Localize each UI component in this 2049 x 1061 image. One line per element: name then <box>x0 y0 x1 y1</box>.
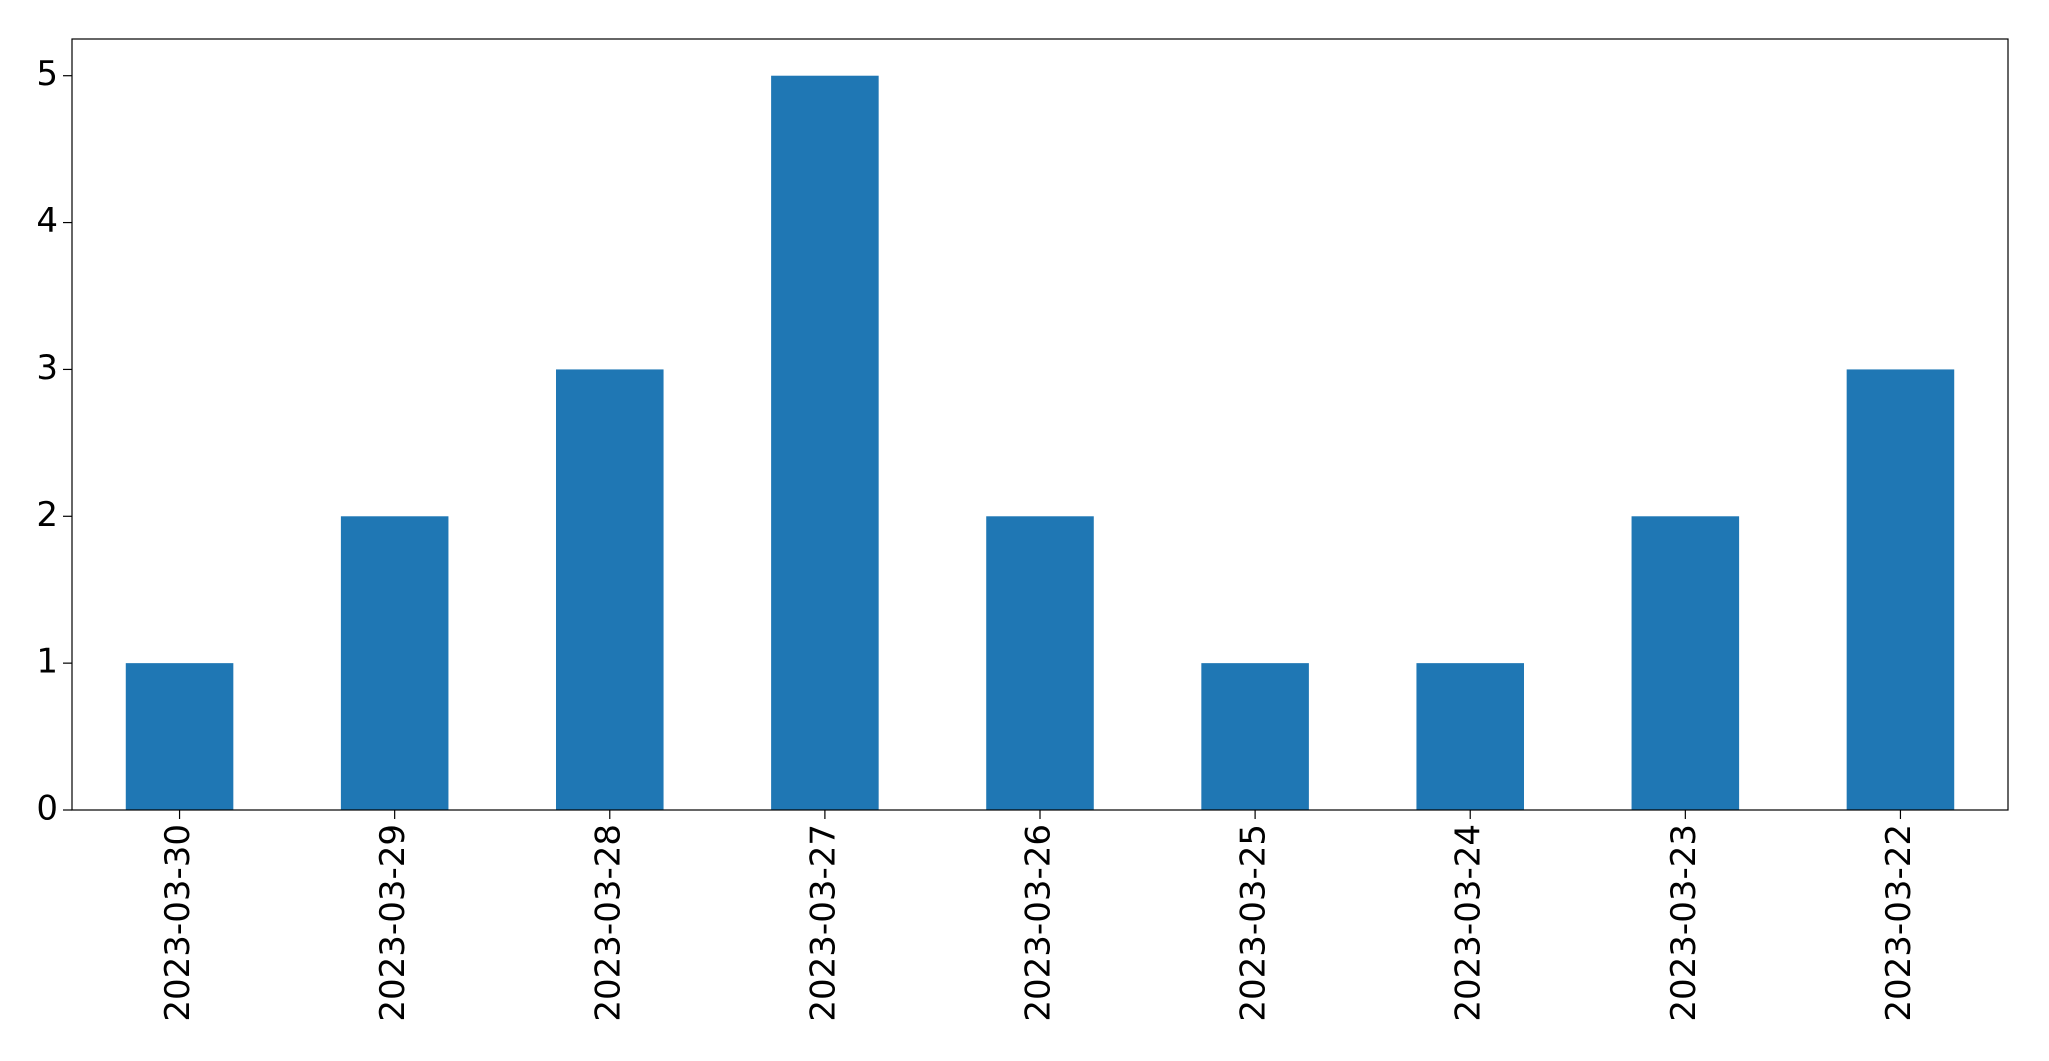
bar <box>125 663 234 810</box>
y-tick-label: 3 <box>36 348 58 388</box>
bar <box>1631 516 1740 810</box>
bar <box>340 516 449 810</box>
bar <box>1201 663 1309 810</box>
bar <box>1846 369 1955 810</box>
x-tick-label: 2023-03-24 <box>1449 824 1489 1022</box>
x-tick-label: 2023-03-30 <box>158 824 198 1022</box>
y-tick-label: 0 <box>36 789 58 829</box>
y-tick-label: 2 <box>36 495 58 535</box>
bar <box>556 369 664 810</box>
x-tick-label: 2023-03-29 <box>373 824 413 1022</box>
x-tick-label: 2023-03-26 <box>1019 824 1059 1022</box>
bar <box>771 75 879 810</box>
x-tick-label: 2023-03-28 <box>588 824 628 1022</box>
bar <box>1416 663 1524 810</box>
y-tick-label: 4 <box>36 201 58 241</box>
y-tick-label: 1 <box>36 642 58 682</box>
x-tick-label: 2023-03-27 <box>803 824 843 1022</box>
x-tick-label: 2023-03-25 <box>1234 824 1274 1022</box>
bar <box>986 516 1094 810</box>
y-tick-label: 5 <box>36 54 58 94</box>
x-tick-label: 2023-03-22 <box>1879 824 1919 1022</box>
plot-frame <box>71 38 2009 811</box>
x-tick-label: 2023-03-23 <box>1664 824 1704 1022</box>
